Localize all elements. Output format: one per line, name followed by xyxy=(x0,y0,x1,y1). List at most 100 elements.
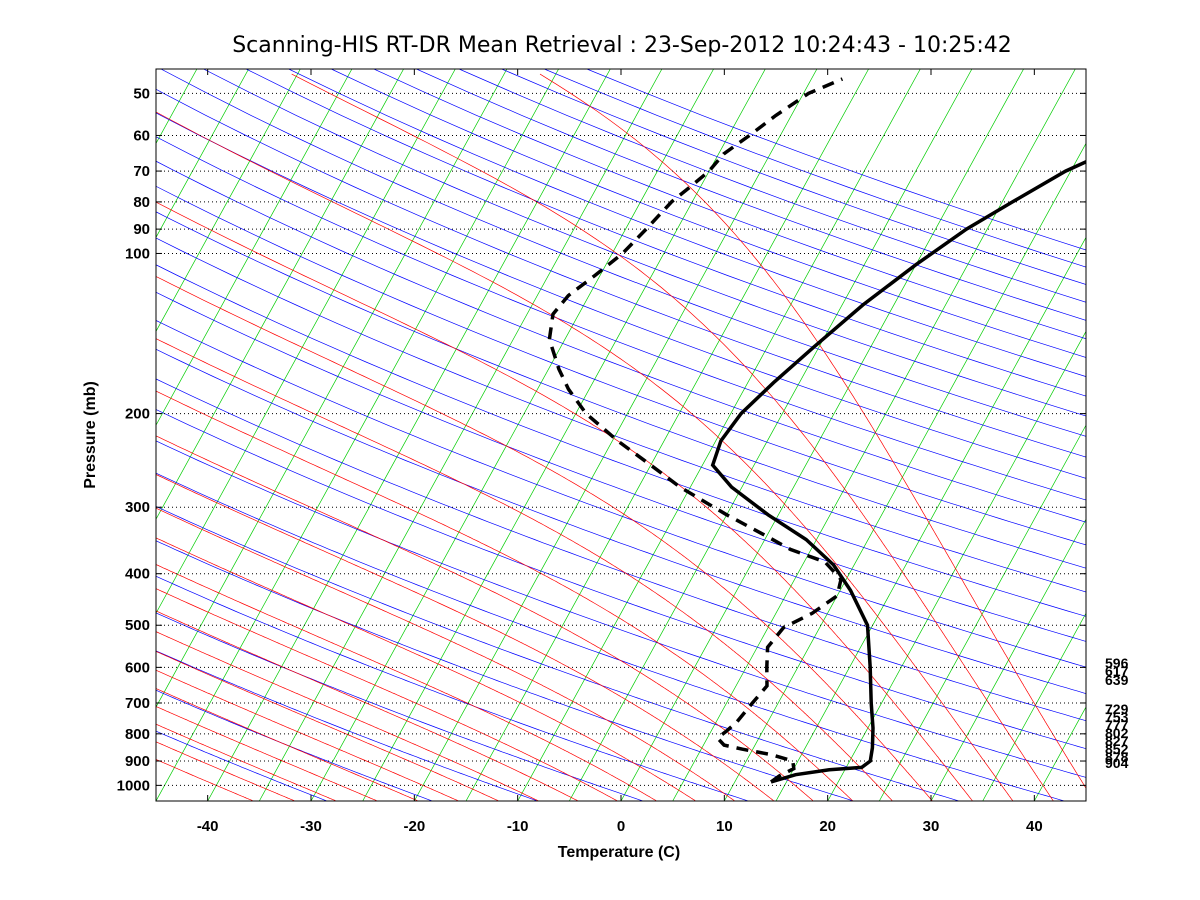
isotherm-line xyxy=(568,69,973,801)
isotherm-line xyxy=(0,69,145,801)
moist-adiabat-line xyxy=(156,507,735,801)
x-tick-label: 30 xyxy=(923,818,940,835)
y-tick-label: 500 xyxy=(125,617,150,634)
y-tick-label: 100 xyxy=(125,245,150,262)
right-side-label: 777 xyxy=(1105,717,1129,733)
y-tick-label: 400 xyxy=(125,566,150,583)
y-tick-label: 600 xyxy=(125,659,150,676)
isotherm-line xyxy=(723,142,1086,801)
dry-adiabat-line xyxy=(156,650,538,801)
dry-adiabat-line xyxy=(156,348,1086,694)
moist-adiabat-line xyxy=(156,610,579,801)
moist-adiabat-line xyxy=(156,111,1014,801)
right-side-label: 596 xyxy=(1105,655,1129,671)
x-tick-label: 20 xyxy=(819,818,836,835)
y-tick-label: 80 xyxy=(133,194,150,211)
isotherm-line xyxy=(258,69,663,801)
x-tick-label: 10 xyxy=(716,818,733,835)
dry-adiabat-line xyxy=(156,112,1086,479)
isotherm-line xyxy=(156,69,559,801)
isotherm-line xyxy=(878,424,1086,801)
x-tick-label: 0 xyxy=(617,818,625,835)
moist-adiabat-line xyxy=(156,631,539,801)
isotherm-line xyxy=(362,69,766,801)
dry-adiabat-line xyxy=(288,69,1086,377)
isotherm-line xyxy=(207,69,611,801)
dry-adiabat-line xyxy=(156,506,960,801)
moist-adiabat-line xyxy=(156,723,337,801)
x-tick-label: -40 xyxy=(197,818,219,835)
x-tick-label: -20 xyxy=(403,818,425,835)
isotherm-line xyxy=(930,518,1086,801)
y-tick-label: 300 xyxy=(125,499,150,516)
isotherm-line xyxy=(1138,69,1200,801)
y-tick-label: 900 xyxy=(125,753,150,770)
isotherm-line xyxy=(0,69,94,801)
chart-title: Scanning-HIS RT-DR Mean Retrieval : 23-S… xyxy=(232,33,1012,58)
isotherm-line xyxy=(156,69,456,614)
background-guide-lines xyxy=(0,69,1200,801)
dry-adiabat-line xyxy=(156,730,328,801)
moist-adiabat-line xyxy=(156,564,657,801)
dry-adiabat-line xyxy=(156,264,1086,617)
isotherm-line xyxy=(1033,706,1086,801)
dry-adiabat-line xyxy=(156,136,1086,501)
dry-adiabat-line xyxy=(156,88,1086,458)
dry-adiabat-line xyxy=(156,575,749,801)
dry-adiabat-line xyxy=(156,440,1086,778)
x-tick-label: -10 xyxy=(507,818,529,835)
dry-adiabat-line xyxy=(156,540,854,801)
x-tick-label: -30 xyxy=(300,818,322,835)
isotherm-line xyxy=(156,69,249,239)
dry-adiabat-line xyxy=(458,69,1086,303)
moist-adiabat-line xyxy=(156,537,696,801)
dry-adiabat-line xyxy=(156,237,1086,593)
profile-series xyxy=(547,77,1086,784)
y-axis-ticks: 50 60 70 80 90 100 200 300 400 500 600 700 800 900 100… xyxy=(117,85,1086,794)
dry-adiabat-line xyxy=(156,409,1086,750)
isotherm-line xyxy=(156,69,301,333)
y-tick-label: 70 xyxy=(133,163,150,180)
right-side-label: 827 xyxy=(1105,733,1129,749)
dry-adiabat-line xyxy=(156,612,644,801)
dry-adiabat-line xyxy=(156,160,1086,523)
y-tick-label: 700 xyxy=(125,695,150,712)
isotherm-line xyxy=(156,69,353,426)
right-side-label: 617 xyxy=(1105,663,1129,679)
isotherm-line xyxy=(827,330,1086,801)
moist-adiabat-line xyxy=(156,201,973,801)
moist-adiabat-line xyxy=(156,669,459,801)
pressure-gridlines xyxy=(156,92,1086,786)
isotherm-line xyxy=(310,69,714,801)
isotherm-line xyxy=(1085,800,1086,801)
right-side-label: 639 xyxy=(1105,672,1129,688)
right-side-label: 904 xyxy=(1105,755,1129,771)
dry-adiabat-line xyxy=(331,69,1086,358)
y-tick-label: 60 xyxy=(133,127,150,144)
moist-adiabat-line xyxy=(291,73,1054,801)
moist-adiabat-line xyxy=(156,474,775,801)
moist-adiabat-line xyxy=(156,390,854,801)
dry-adiabat-line xyxy=(156,320,1086,668)
dry-adiabat-line xyxy=(501,69,1086,285)
y-tick-label: 90 xyxy=(133,221,150,238)
moist-adiabat-line xyxy=(156,759,254,801)
dry-adiabat-line xyxy=(156,378,1086,722)
dewpoint-profile-line xyxy=(547,77,844,784)
moist-adiabat-line xyxy=(156,688,419,801)
x-axis-label: Temperature (C) xyxy=(558,844,680,861)
moist-adiabat-line xyxy=(156,588,618,801)
moist-adiabat-line xyxy=(156,650,499,801)
y-tick-label: 800 xyxy=(125,726,150,743)
dry-adiabat-line xyxy=(156,689,433,801)
dry-adiabat-line xyxy=(156,291,1086,642)
x-tick-label: 40 xyxy=(1026,818,1043,835)
right-side-label: 802 xyxy=(1105,725,1129,741)
isotherm-line xyxy=(620,69,1024,801)
y-tick-label: 1000 xyxy=(117,777,150,794)
temperature-profile-line xyxy=(710,159,1086,784)
moist-adiabat-line xyxy=(156,435,814,801)
moist-adiabat-line xyxy=(156,338,893,801)
moist-adiabat-line xyxy=(156,706,378,801)
